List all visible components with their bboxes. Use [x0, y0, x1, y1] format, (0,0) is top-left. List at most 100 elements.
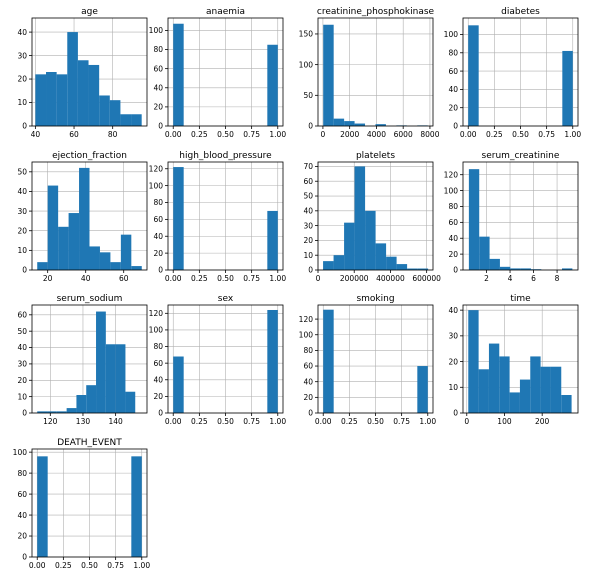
x-tick-label: 600000 [412, 274, 441, 283]
x-tick-label: 1.00 [269, 417, 286, 426]
y-tick-label: 80 [17, 469, 27, 478]
y-tick-label: 20 [153, 392, 163, 401]
histogram-panel-11: 0 100 200 0 10 20 30 40 time [448, 294, 579, 426]
y-tick-label: 100 [149, 326, 164, 335]
y-tick-label: 10 [448, 383, 458, 392]
histogram-bar [89, 246, 100, 270]
y-tick-label: 0 [308, 266, 313, 275]
y-tick-label: 60 [153, 215, 163, 224]
histogram-bar [120, 114, 132, 126]
histogram-bar [468, 169, 480, 270]
histogram-bar [120, 234, 132, 270]
histogram-title: diabetes [501, 7, 540, 17]
histogram-bar [99, 95, 110, 126]
x-tick-label: 0.25 [191, 274, 208, 283]
x-tick-label: 20 [43, 274, 53, 283]
histogram-bar [66, 408, 77, 413]
histogram-bar [468, 25, 479, 126]
x-tick-label: 200000 [340, 274, 369, 283]
histogram-title: creatinine_phosphokinase [317, 7, 435, 17]
histogram-panel-3: 0.00 0.25 0.50 0.75 1.00 0 20 40 60 80 100 diabetes [444, 7, 582, 139]
histogram-bar [37, 456, 48, 557]
axes-frame [31, 304, 148, 414]
histogram-bar [375, 243, 387, 270]
x-tick-label: 0.00 [460, 130, 477, 139]
x-tick-label: 6 [531, 274, 536, 283]
histogram-bar [46, 72, 57, 126]
x-tick-label: 0.75 [107, 561, 124, 570]
x-tick-label: 8 [555, 274, 560, 283]
histogram-bar [530, 356, 541, 413]
y-tick-label: 40 [303, 207, 313, 216]
x-tick-label: 0.50 [81, 561, 98, 570]
x-tick-label: 0.75 [243, 130, 260, 139]
histogram-bar [109, 100, 121, 126]
x-tick-label: 0.75 [538, 130, 555, 139]
histogram-title: ejection_fraction [52, 151, 127, 161]
x-tick-label: 0.50 [367, 417, 384, 426]
histogram-bar [99, 252, 111, 270]
x-tick-label: 8000 [420, 130, 439, 139]
y-tick-label: 100 [149, 181, 164, 190]
y-tick-label: 20 [303, 393, 313, 402]
histogram-bar [499, 266, 511, 270]
axes-frame [317, 17, 434, 127]
histogram-bar [96, 311, 106, 413]
x-tick-label: 0.75 [393, 417, 410, 426]
histogram-bar [375, 124, 386, 126]
histogram-panel-10: 0.00 0.25 0.50 0.75 1.00 0 20 40 60 80 100 120 smoki… [299, 294, 437, 426]
histogram-bar [131, 114, 142, 126]
y-tick-label: 30 [17, 360, 27, 369]
histogram-panel-0: 40 60 80 0 10 20 30 40 age [17, 7, 148, 139]
y-tick-label: 0 [22, 122, 27, 131]
x-tick-label: 40 [31, 130, 41, 139]
y-tick-label: 60 [17, 311, 27, 320]
histogram-title: serum_creatinine [482, 151, 560, 161]
histogram-bar [173, 23, 184, 126]
x-tick-label: 2000 [340, 130, 359, 139]
histogram-bar [125, 391, 136, 413]
histogram-bar [131, 266, 142, 270]
histogram-panel-5: 0.00 0.25 0.50 0.75 1.00 0 20 40 60 80 100 120 high_… [149, 151, 287, 283]
y-tick-label: 0 [158, 122, 163, 131]
y-tick-label: 60 [153, 359, 163, 368]
y-tick-label: 0 [308, 409, 313, 418]
histogram-bar [479, 236, 490, 270]
histogram-bar [131, 456, 142, 557]
x-tick-label: 130 [76, 417, 91, 426]
y-tick-label: 20 [448, 250, 458, 259]
histogram-panel-9: 0.00 0.25 0.50 0.75 1.00 0 20 40 60 80 100 120 sex [149, 294, 287, 426]
y-tick-label: 20 [17, 532, 27, 541]
y-tick-label: 120 [149, 309, 164, 318]
histogram-bar [56, 74, 68, 126]
histogram-panel-12: 0.00 0.25 0.50 0.75 1.00 0 20 40 60 80 100 DEATH_EV… [13, 438, 151, 570]
x-tick-label: 0.00 [165, 417, 182, 426]
y-tick-label: 100 [149, 26, 164, 35]
x-tick-label: 0.50 [217, 130, 234, 139]
histogram-bar [67, 32, 78, 126]
x-tick-label: 0.75 [243, 274, 260, 283]
histogram-bar [76, 395, 87, 413]
histogram-bar [47, 185, 59, 270]
y-tick-label: 0 [453, 409, 458, 418]
y-tick-label: 40 [448, 234, 458, 243]
y-tick-label: 60 [448, 218, 458, 227]
y-tick-label: 80 [303, 346, 313, 355]
x-tick-label: 0.25 [341, 417, 358, 426]
histogram-bar [323, 309, 334, 413]
x-tick-label: 60 [119, 274, 129, 283]
y-tick-label: 30 [303, 221, 313, 230]
histogram-bar [488, 343, 500, 413]
x-tick-label: 80 [108, 130, 118, 139]
y-tick-label: 40 [153, 83, 163, 92]
y-tick-label: 50 [17, 327, 27, 336]
histogram-bar [86, 385, 97, 413]
y-tick-label: 60 [303, 177, 313, 186]
histogram-bar [79, 167, 90, 270]
histogram-bar [468, 310, 479, 413]
histogram-title: DEATH_EVENT [57, 438, 122, 448]
histogram-bar [333, 255, 345, 270]
histogram-bar [478, 369, 489, 413]
histogram-bar [88, 64, 100, 126]
